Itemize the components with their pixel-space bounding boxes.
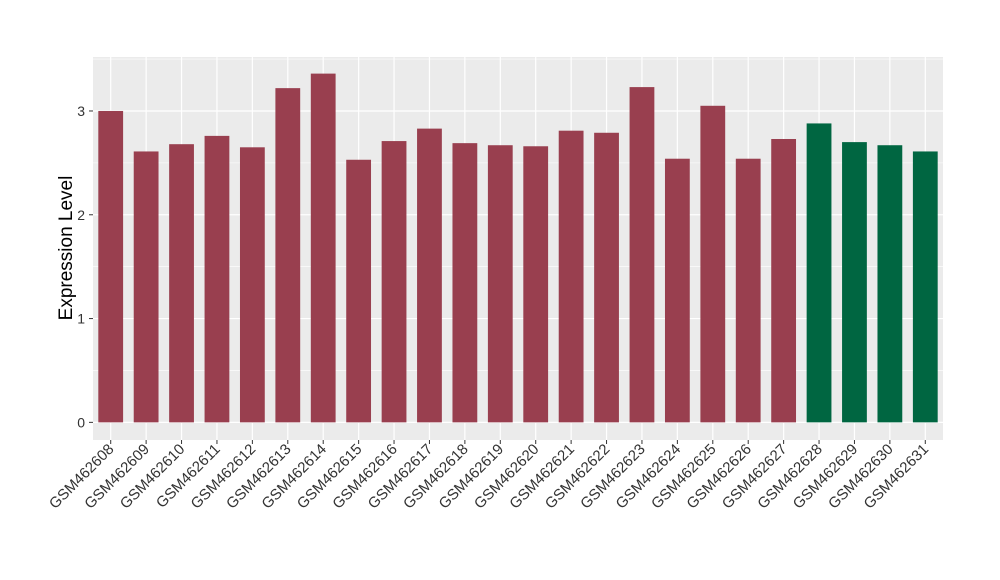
bar bbox=[310, 73, 336, 423]
bar bbox=[98, 110, 124, 423]
bar bbox=[204, 135, 230, 423]
y-tick-label: 3 bbox=[77, 103, 85, 119]
bar bbox=[487, 145, 513, 423]
bar bbox=[664, 158, 690, 423]
plot-panel bbox=[93, 57, 943, 440]
bar bbox=[594, 132, 619, 423]
y-tick-label: 1 bbox=[77, 311, 85, 327]
bar bbox=[381, 141, 407, 423]
bar bbox=[842, 142, 867, 423]
bar bbox=[629, 87, 655, 423]
bar bbox=[877, 145, 903, 423]
bar bbox=[912, 151, 938, 423]
bar bbox=[558, 130, 584, 423]
y-axis-label: Expression Level bbox=[56, 176, 77, 321]
y-tick-label: 0 bbox=[77, 414, 85, 430]
bar bbox=[700, 105, 726, 423]
bar bbox=[275, 88, 301, 423]
bar bbox=[806, 123, 832, 423]
bar bbox=[239, 147, 265, 423]
bar bbox=[169, 144, 194, 423]
bar bbox=[133, 151, 159, 423]
bar bbox=[771, 138, 797, 423]
bar bbox=[417, 128, 442, 423]
bar bbox=[452, 143, 478, 423]
y-tick-label: 2 bbox=[77, 207, 85, 223]
bar bbox=[346, 159, 372, 423]
bar bbox=[735, 158, 761, 423]
bar bbox=[523, 146, 549, 423]
